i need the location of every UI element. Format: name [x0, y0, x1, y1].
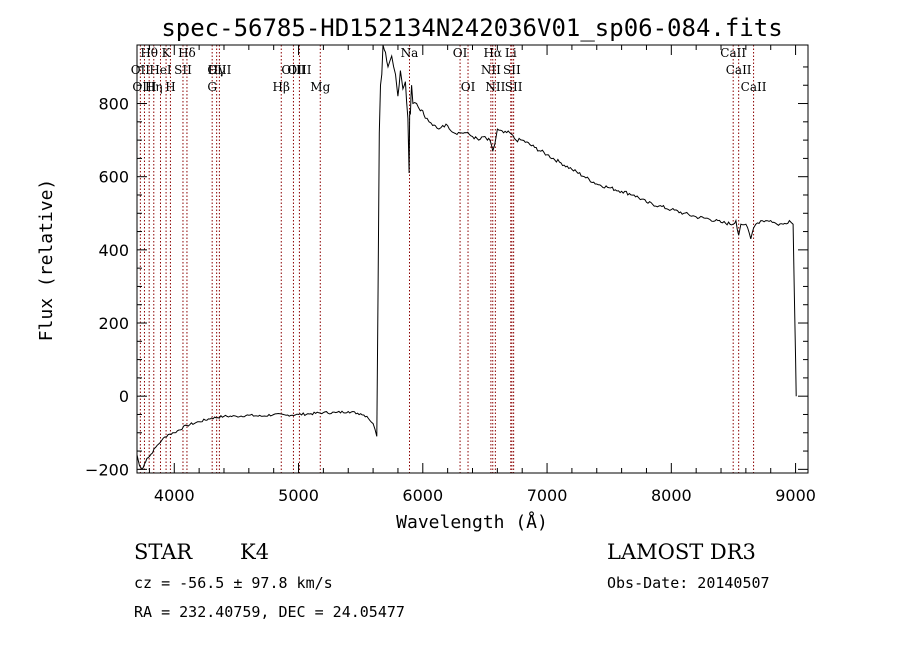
y-tick-label: 600 — [98, 168, 129, 187]
obs-date: Obs-Date: 20140507 — [607, 574, 770, 592]
line-marker-label: Hη — [145, 80, 163, 94]
x-axis-label: Wavelength (Å) — [396, 511, 548, 533]
plot-frame — [136, 44, 809, 474]
line-marker-label: Hα — [483, 46, 502, 60]
line-marker-label: Li — [505, 46, 517, 60]
y-tick-label: 0 — [119, 387, 129, 406]
line-marker-label: OIII — [287, 63, 311, 77]
line-marker-label: H — [165, 80, 175, 94]
object-class: STAR — [134, 540, 193, 564]
redshift-cz: cz = -56.5 ± 97.8 km/s — [134, 574, 333, 592]
line-marker-label: OII — [131, 63, 151, 77]
line-marker-label: SII — [503, 63, 521, 77]
y-tick-label: 200 — [98, 314, 129, 333]
line-marker-label: Hβ — [273, 80, 290, 94]
x-tick-label: 7000 — [527, 486, 568, 505]
line-marker-label: Hδ — [178, 46, 196, 60]
y-tick-label: −200 — [85, 460, 129, 479]
line-marker-label: OIII — [207, 63, 231, 77]
line-marker-label: CaII — [720, 46, 746, 60]
line-marker-label: OIII — [132, 80, 156, 94]
line-marker-label: OI — [461, 80, 476, 94]
line-marker-label: OI — [453, 46, 468, 60]
line-marker-label: Hγ — [208, 63, 226, 77]
y-tick-label: 800 — [98, 95, 129, 114]
line-marker-label: K — [162, 46, 172, 60]
y-axis: −200 0 200 400 600 800 — [85, 66, 808, 479]
x-tick-label: 4000 — [154, 486, 195, 505]
survey-name: LAMOST DR3 — [607, 540, 756, 564]
x-axis: 4000 5000 6000 7000 8000 9000 — [148, 45, 816, 505]
x-tick-label: 8000 — [651, 486, 692, 505]
line-marker-label: NII — [485, 80, 505, 94]
ra-dec: RA = 232.40759, DEC = 24.05477 — [134, 603, 405, 621]
y-tick-label: 400 — [98, 241, 129, 260]
line-marker-label: CaII — [741, 80, 767, 94]
chart-title: spec-56785-HD152134N242036V01_sp06-084.f… — [161, 14, 782, 42]
line-markers — [139, 45, 755, 473]
x-tick-label: 6000 — [402, 486, 443, 505]
y-axis-label: Flux (relative) — [36, 179, 57, 342]
object-subclass: K4 — [240, 540, 270, 564]
line-marker-label: Na — [401, 46, 419, 60]
line-marker-label: NII — [481, 63, 501, 77]
line-marker-label: CaII — [726, 63, 752, 77]
x-tick-label: 9000 — [775, 486, 816, 505]
spectrum-series-line — [136, 44, 797, 471]
line-marker-label: Mg — [310, 80, 330, 94]
line-marker-label: SII — [505, 80, 523, 94]
line-marker-label: HeI — [149, 63, 172, 77]
line-marker-label: SII — [174, 63, 192, 77]
line-marker-label: G — [207, 80, 217, 94]
line-marker-label: OIII — [281, 63, 305, 77]
x-tick-label: 5000 — [278, 486, 319, 505]
line-marker-label: Hθ — [140, 46, 158, 60]
